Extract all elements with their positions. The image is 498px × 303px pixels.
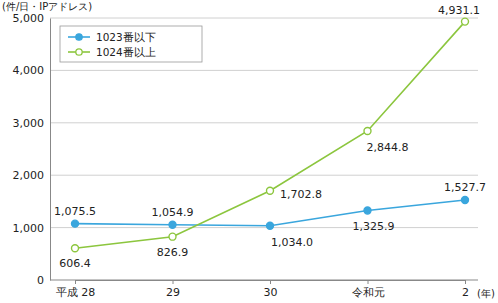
y-tick-label: 2,000 — [13, 169, 45, 182]
data-label: 1,075.5 — [54, 205, 96, 218]
x-tick-mark — [75, 280, 76, 284]
legend-box — [60, 26, 202, 62]
y-tick-label: 4,000 — [13, 64, 45, 77]
grid-line — [50, 227, 478, 228]
data-label: 2,844.8 — [367, 141, 409, 154]
x-tick: 30 — [264, 280, 278, 299]
x-tick: 2 — [462, 280, 469, 299]
legend: 1023番以下 1024番以上 — [60, 26, 202, 62]
x-axis-title: (年) — [477, 288, 495, 299]
y-axis-line — [50, 19, 51, 281]
series-line — [75, 22, 465, 249]
y-tick-label: 3,000 — [13, 117, 45, 130]
data-label: 1,527.7 — [444, 181, 486, 194]
plot: 0 1,000 2,000 3,000 4,000 5,000 平成 28 29 30 令和元 2 1… — [13, 4, 487, 299]
grid-line — [50, 18, 478, 19]
data-label: 4,931.1 — [438, 4, 480, 17]
data-labels: 1,075.5 1,054.9 1,034.0 1,325.9 1,527.7 606.4… — [54, 4, 486, 271]
grid-line — [50, 122, 478, 123]
grid-line — [50, 175, 478, 176]
point — [462, 196, 469, 203]
y-tick: 2,000 — [13, 169, 51, 182]
point — [169, 233, 176, 240]
x-tick-label: 令和元 — [352, 286, 385, 299]
y-tick: 3,000 — [13, 117, 51, 130]
x-axis: 平成 28 29 30 令和元 2 — [56, 280, 469, 299]
y-tick-label: 5,000 — [13, 12, 45, 25]
legend-marker — [76, 34, 82, 40]
y-tick-label: 1,000 — [13, 222, 45, 235]
legend-label: 1024番以上 — [96, 46, 156, 58]
x-tick-label: 平成 28 — [56, 286, 96, 299]
x-tick: 令和元 — [352, 280, 385, 299]
y-axis: 0 1,000 2,000 3,000 4,000 5,000 — [13, 12, 51, 287]
x-tick: 29 — [166, 280, 180, 299]
data-label: 1,325.9 — [353, 220, 395, 233]
y-tick: 1,000 — [13, 222, 51, 235]
x-tick-mark — [270, 280, 271, 284]
series-marks — [72, 18, 469, 252]
point — [267, 222, 274, 229]
y-tick: 0 — [37, 274, 50, 287]
data-label: 606.4 — [59, 257, 91, 270]
y-tick-label: 0 — [37, 274, 44, 287]
point — [72, 220, 79, 227]
legend-label: 1023番以下 — [96, 31, 156, 43]
y-tick: 4,000 — [13, 64, 51, 77]
x-tick-mark — [465, 280, 466, 284]
y-axis-title: (件/日・IPアドレス) — [2, 1, 92, 12]
x-tick-label: 29 — [166, 286, 180, 299]
legend-entry: 1023番以下 — [68, 31, 156, 43]
x-tick-mark — [368, 280, 369, 284]
grid — [50, 18, 478, 280]
x-tick-label: 30 — [264, 286, 278, 299]
point — [462, 18, 469, 25]
data-label: 826.9 — [157, 246, 189, 259]
chart: 0 1,000 2,000 3,000 4,000 5,000 平成 28 29 30 令和元 2 1… — [0, 0, 498, 303]
x-tick-mark — [173, 280, 174, 284]
x-tick-label: 2 — [462, 286, 469, 299]
x-tick: 平成 28 — [56, 280, 96, 299]
point — [72, 245, 79, 252]
point — [267, 187, 274, 194]
point — [364, 127, 371, 134]
legend-marker — [76, 49, 82, 55]
x-axis-line — [76, 281, 466, 285]
data-label: 1,054.9 — [152, 206, 194, 219]
point — [169, 221, 176, 228]
legend-entry: 1024番以上 — [68, 46, 156, 58]
y-tick: 5,000 — [13, 12, 51, 25]
point — [364, 207, 371, 214]
data-label: 1,034.0 — [271, 236, 313, 249]
grid-line — [50, 70, 478, 71]
data-label: 1,702.8 — [280, 188, 322, 201]
